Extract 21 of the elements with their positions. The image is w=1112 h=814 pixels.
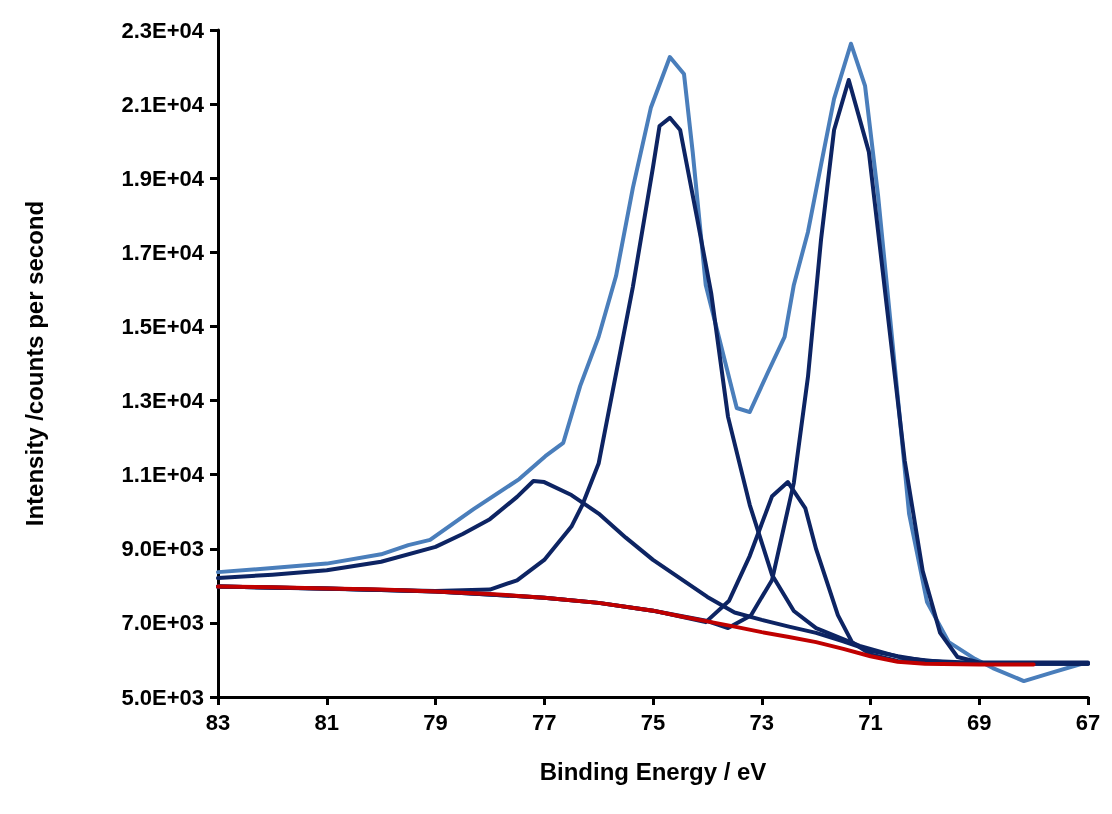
y-tick-label: 1.1E+04 — [121, 462, 205, 488]
y-tick-label: 1.5E+04 — [121, 313, 205, 339]
x-tick-label: 73 — [749, 709, 774, 735]
x-tick-label: 75 — [640, 709, 666, 735]
y-tick-label: 1.3E+04 — [121, 388, 205, 414]
y-tick-label: 5.0E+03 — [121, 684, 204, 710]
y-tick-label: 7.0E+03 — [121, 610, 204, 636]
y-tick-label: 1.9E+04 — [121, 165, 205, 191]
y-axis-title: Intensity /counts per second — [20, 200, 48, 527]
y-tick-label: 2.3E+04 — [121, 17, 205, 43]
x-tick-label: 69 — [967, 709, 992, 735]
x-tick-label: 79 — [423, 709, 448, 735]
x-tick-label: 67 — [1075, 709, 1101, 735]
x-tick-label: 77 — [532, 709, 557, 735]
y-tick-label: 2.1E+04 — [121, 91, 205, 117]
x-tick-label: 81 — [314, 709, 339, 735]
x-tick-label: 83 — [205, 709, 231, 735]
y-tick-label: 1.7E+04 — [121, 239, 205, 265]
x-axis-title: Binding Energy / eV — [539, 757, 767, 785]
x-tick-label: 71 — [858, 709, 883, 735]
y-tick-label: 9.0E+03 — [121, 536, 204, 562]
